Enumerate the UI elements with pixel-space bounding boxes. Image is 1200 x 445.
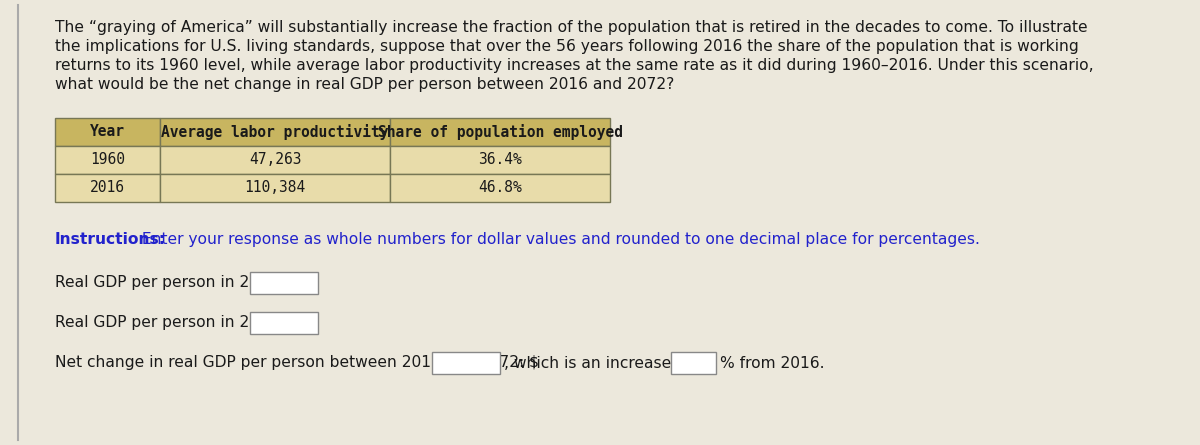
Bar xyxy=(390,118,610,146)
Bar xyxy=(55,146,160,174)
Text: what would be the net change in real GDP per person between 2016 and 2072?: what would be the net change in real GDP… xyxy=(55,77,674,92)
Text: Enter your response as whole numbers for dollar values and rounded to one decima: Enter your response as whole numbers for… xyxy=(137,232,980,247)
Text: 1960: 1960 xyxy=(90,153,125,167)
Bar xyxy=(250,312,318,334)
Text: Instructions:: Instructions: xyxy=(55,232,166,247)
Text: 110,384: 110,384 xyxy=(245,181,306,195)
Bar xyxy=(160,146,390,174)
Bar xyxy=(160,118,390,146)
Text: Net change in real GDP per person between 2016 and 2072: $: Net change in real GDP per person betwee… xyxy=(55,356,539,371)
Text: Average labor productivity: Average labor productivity xyxy=(161,124,389,140)
Text: Share of population employed: Share of population employed xyxy=(378,124,623,140)
Text: 36.4%: 36.4% xyxy=(478,153,522,167)
Bar xyxy=(432,352,500,374)
Text: % from 2016.: % from 2016. xyxy=(720,356,824,371)
Text: the implications for U.S. living standards, suppose that over the 56 years follo: the implications for U.S. living standar… xyxy=(55,39,1079,54)
Bar xyxy=(160,174,390,202)
Bar xyxy=(55,118,160,146)
Bar xyxy=(390,146,610,174)
Text: , which is an increase of: , which is an increase of xyxy=(504,356,691,371)
Text: returns to its 1960 level, while average labor productivity increases at the sam: returns to its 1960 level, while average… xyxy=(55,58,1093,73)
Text: Real GDP per person in 2072: $: Real GDP per person in 2072: $ xyxy=(55,316,299,331)
Text: 47,263: 47,263 xyxy=(248,153,301,167)
Bar xyxy=(55,174,160,202)
Bar xyxy=(671,352,715,374)
Text: 2016: 2016 xyxy=(90,181,125,195)
Text: Year: Year xyxy=(90,125,125,139)
Bar xyxy=(250,272,318,294)
Text: Real GDP per person in 2016: $: Real GDP per person in 2016: $ xyxy=(55,275,299,291)
Text: The “graying of America” will substantially increase the fraction of the populat: The “graying of America” will substantia… xyxy=(55,20,1087,35)
Bar xyxy=(390,174,610,202)
Text: 46.8%: 46.8% xyxy=(478,181,522,195)
